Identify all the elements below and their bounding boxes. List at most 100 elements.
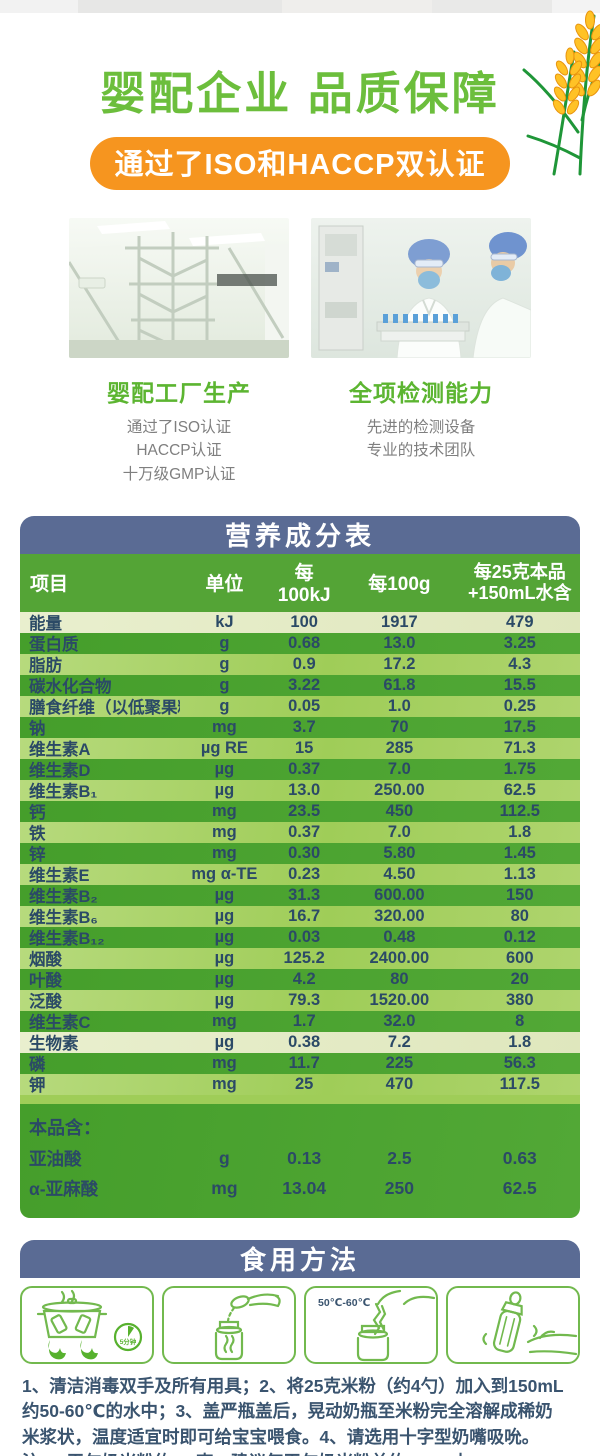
nutrient-value: 25 (295, 1074, 314, 1093)
usage-title: 食用方法 (20, 1239, 580, 1278)
nutrient-unit: g (219, 696, 230, 715)
nutrient-name: 钾 (29, 1077, 46, 1096)
nutrition-row: 碳水化合物 g 3.22 61.8 15.5 (20, 674, 580, 696)
nutrition-table-title: 营养成分表 (20, 515, 580, 554)
features-row: 婴配工厂生产 通过了ISO认证 HACCP认证 十万级GMP认证 (0, 218, 600, 486)
nutrition-row: 脂肪 g 0.9 17.2 4.3 (20, 653, 580, 676)
nutrition-row: 维生素E mg α-TE 0.23 4.50 1.13 (20, 863, 580, 885)
nutrient-name: 叶酸 (29, 972, 62, 991)
usage-steps: 5分钟 50℃-60℃ (20, 1285, 580, 1364)
nutrient-value: 62.5 (502, 1178, 537, 1199)
nutrition-row: 维生素B₁ µg 13.0 250.00 62.5 (20, 779, 580, 802)
nutrient-name: 烟酸 (29, 951, 62, 970)
feature-lab: 全项检测能力 先进的检测设备 专业的技术团队 (311, 218, 531, 486)
nutrient-name: 脂肪 (29, 657, 62, 676)
nutrient-value: 1.0 (387, 696, 411, 715)
nutrient-value: 380 (506, 990, 534, 1009)
nutrient-unit: mg (212, 717, 237, 736)
column-header-per100kj: 每100kJ (277, 563, 331, 607)
text-line: 十万级GMP认证 (122, 465, 236, 483)
nutrient-value: 56.3 (503, 1053, 536, 1072)
nutrient-name: 蛋白质 (29, 636, 79, 655)
nutrient-unit: g (219, 654, 230, 673)
nutrient-unit: mg (212, 1074, 237, 1093)
nutrient-unit: g (219, 1148, 230, 1169)
column-header-per100g: 每100g (368, 574, 431, 596)
nutrient-unit: mg (212, 1053, 237, 1072)
nutrient-name: 膳食纤维（以低聚果糖计） (29, 699, 180, 718)
nutrient-value: 1.8 (508, 822, 532, 841)
nutrient-value: 13.0 (288, 780, 321, 799)
usage-instructions: 1、清洁消毒双手及所有用具；2、将25克米粉（约4勺）加入到150mL 约50-6… (22, 1374, 580, 1456)
nutrient-unit: mg (212, 1011, 237, 1030)
nutrition-row: 维生素B₂ µg 31.3 600.00 150 (20, 884, 580, 906)
nutrient-value: 7.0 (387, 759, 411, 778)
nutrition-row: 维生素B₆ µg 16.7 320.00 80 (20, 905, 580, 927)
nutrition-row: 膳食纤维（以低聚果糖计） g 0.05 1.0 0.25 (20, 695, 580, 718)
nutrient-value: 125.2 (283, 948, 325, 967)
shake-bottle-icon (446, 1285, 580, 1364)
nutrition-row: 维生素A µg RE 15 285 71.3 (20, 737, 580, 760)
nutrient-name: 维生素A (29, 741, 91, 760)
nutrient-unit: g (219, 633, 230, 652)
nutrient-value: 2.5 (387, 1148, 412, 1169)
text-line: 1、清洁消毒双手及所有用具；2、将25克米粉（约4勺）加入到150mL (22, 1375, 564, 1396)
nutrient-value: 1520.00 (369, 990, 430, 1009)
nutrient-value: 11.7 (288, 1053, 320, 1072)
nutrient-value: 61.8 (383, 675, 416, 694)
nutrient-name: α-亚麻酸 (29, 1179, 99, 1200)
text-line: 通过了ISO认证 (126, 419, 232, 436)
nutrient-value: 3.22 (288, 675, 321, 694)
nutrient-unit: kJ (215, 612, 234, 631)
nutrition-extra-section: 本品含： 亚油酸 g 0.13 2.5 0.63 α-亚麻酸 mg 13.04 250 62.5 (20, 1103, 580, 1218)
feature-description: 通过了ISO认证 HACCP认证 十万级GMP认证 (69, 416, 289, 486)
water-temperature-label: 50℃-60℃ (318, 1297, 370, 1309)
column-header-item: 项目 (30, 574, 69, 596)
nutrient-value: 0.68 (288, 633, 321, 652)
text-line: 米浆状，温度适宜时即可给宝宝喂食。4、请选用十字型奶嘴吸吮。 (22, 1426, 540, 1447)
nutrient-name: 维生素D (29, 762, 91, 781)
timer-badge: 5分钟 (120, 1337, 137, 1346)
feature-caption: 婴配工厂生产 (107, 380, 251, 406)
nutrient-value: 0.37 (288, 822, 321, 841)
nutrient-value: 250 (384, 1178, 414, 1199)
page-top-strip (0, 0, 600, 13)
nutrient-value: 0.9 (292, 654, 316, 673)
nutrient-unit: µg (214, 927, 235, 946)
nutrient-value: 285 (385, 738, 414, 757)
nutrition-table: 营养成分表 项目 单位 每100kJ 每100g 每25克本品 +150mL水含… (20, 515, 580, 1218)
nutrient-name: 泛酸 (29, 993, 62, 1012)
nutrient-value: 1917 (381, 612, 418, 631)
nutrient-value: 3.25 (503, 633, 536, 652)
nutrition-table-header: 项目 单位 每100kJ 每100g 每25克本品 +150mL水含 (20, 553, 580, 612)
nutrient-value: 17.2 (383, 654, 416, 673)
nutrition-extra-rows: 亚油酸 g 0.13 2.5 0.63 α-亚麻酸 mg 13.04 250 62.5 (20, 1144, 580, 1204)
nutrient-unit: mg (212, 822, 237, 841)
feature-factory: 婴配工厂生产 通过了ISO认证 HACCP认证 十万级GMP认证 (69, 218, 289, 486)
nutrient-value: 7.2 (387, 1032, 411, 1051)
nutrient-name: 锌 (29, 846, 46, 865)
nutrient-name: 亚油酸 (29, 1149, 82, 1170)
lab-inspection-photo (311, 218, 531, 358)
nutrient-name: 生物素 (29, 1035, 79, 1054)
nutrient-value: 0.63 (502, 1148, 537, 1169)
nutrient-value: 100 (290, 612, 318, 631)
nutrient-unit: g (219, 675, 230, 694)
nutrition-row: 能量 kJ 100 1917 479 (20, 611, 580, 633)
nutrient-name: 维生素B₁ (29, 783, 98, 802)
nutrient-value: 80 (510, 906, 529, 925)
nutrient-unit: µg (214, 906, 235, 925)
nutrition-row: α-亚麻酸 mg 13.04 250 62.5 (20, 1174, 580, 1204)
nutrition-row: 锌 mg 0.30 5.80 1.45 (20, 842, 580, 865)
nutrient-value: 32.0 (383, 1011, 416, 1030)
certification-badge: 通过了ISO和HACCP双认证 (90, 137, 510, 190)
nutrient-value: 0.48 (383, 927, 416, 946)
nutrient-value: 0.13 (287, 1148, 322, 1169)
nutrient-value: 79.3 (288, 990, 321, 1009)
nutrient-value: 0.37 (288, 759, 321, 778)
nutrient-value: 8 (515, 1011, 525, 1030)
nutrient-value: 1.8 (508, 1032, 532, 1051)
nutrient-unit: µg (214, 780, 235, 799)
nutrient-unit: µg (214, 948, 235, 967)
